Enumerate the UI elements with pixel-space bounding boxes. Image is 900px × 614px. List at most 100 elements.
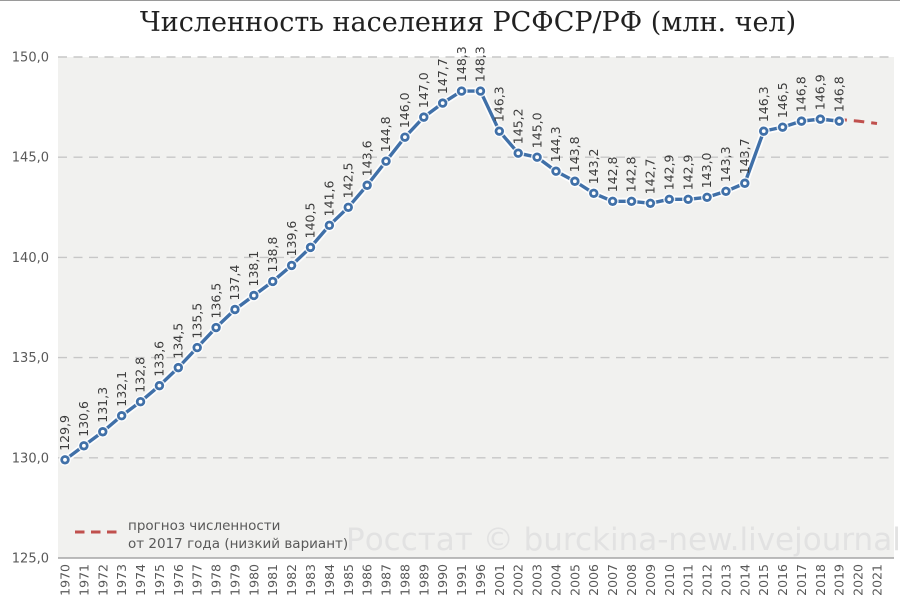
marker-center-2008 <box>629 199 634 204</box>
data-label-2003: 145,0 <box>529 112 544 148</box>
x-tick-2002: 2002 <box>511 564 526 596</box>
x-tick-1970: 1970 <box>58 564 73 596</box>
data-label-1971: 130,6 <box>76 401 91 437</box>
x-tick-1984: 1984 <box>322 564 337 596</box>
marker-center-1990 <box>440 101 445 105</box>
x-tick-1996: 1996 <box>473 564 488 596</box>
marker-center-2009 <box>648 201 653 206</box>
watermark: Росстат © burckina-new.livejournal.com <box>346 522 900 558</box>
data-label-1981: 138,8 <box>265 237 280 273</box>
y-tick-150,0: 150,0 <box>12 51 49 66</box>
data-label-2017: 146,8 <box>794 76 809 112</box>
marker-center-2004 <box>554 169 558 174</box>
x-tick-1975: 1975 <box>152 564 167 596</box>
data-label-1980: 138,1 <box>246 251 261 287</box>
x-tick-1971: 1971 <box>76 564 91 596</box>
marker-center-1974 <box>138 399 143 404</box>
marker-center-1980 <box>251 293 256 298</box>
x-tick-1974: 1974 <box>133 564 148 596</box>
data-label-1972: 131,3 <box>95 387 110 423</box>
marker-center-2014 <box>742 181 747 186</box>
x-tick-1990: 1990 <box>435 564 450 596</box>
x-tick-1987: 1987 <box>379 564 394 596</box>
marker-center-2013 <box>724 189 728 194</box>
x-tick-1977: 1977 <box>190 564 205 596</box>
data-label-2001: 146,3 <box>492 86 507 122</box>
data-label-2008: 142,8 <box>624 156 639 192</box>
data-label-1975: 133,6 <box>152 341 167 377</box>
marker-center-2011 <box>686 197 691 202</box>
x-tick-1972: 1972 <box>95 564 110 596</box>
plot-area <box>58 57 894 558</box>
y-tick-125,0: 125,0 <box>12 552 49 567</box>
marker-center-1977 <box>195 345 200 350</box>
marker-center-1989 <box>421 115 426 120</box>
x-tick-2011: 2011 <box>681 564 696 596</box>
legend-label-line2: от 2017 года (низкий вариант) <box>128 536 348 552</box>
x-tick-1976: 1976 <box>171 564 186 596</box>
marker-center-2015 <box>761 129 766 134</box>
data-label-1982: 139,6 <box>284 221 299 257</box>
y-tick-140,0: 140,0 <box>12 251 49 266</box>
x-tick-1979: 1979 <box>227 564 242 596</box>
x-tick-2013: 2013 <box>718 564 733 596</box>
x-tick-2017: 2017 <box>794 564 809 596</box>
x-tick-1989: 1989 <box>416 564 431 596</box>
marker-center-2007 <box>610 199 615 204</box>
y-tick-130,0: 130,0 <box>12 451 49 466</box>
data-label-1970: 129,9 <box>57 415 72 451</box>
marker-center-1984 <box>327 223 332 228</box>
data-label-2019: 146,8 <box>831 76 846 112</box>
marker-center-2016 <box>780 125 785 130</box>
marker-center-2010 <box>667 197 672 202</box>
marker-center-2003 <box>535 155 539 160</box>
x-tick-2014: 2014 <box>737 564 752 596</box>
data-label-2015: 146,3 <box>756 86 771 122</box>
data-label-2010: 142,9 <box>661 154 676 190</box>
marker-center-1996 <box>478 89 483 93</box>
x-tick-2009: 2009 <box>643 564 658 596</box>
x-tick-2016: 2016 <box>775 564 790 596</box>
x-tick-2019: 2019 <box>832 564 847 596</box>
data-label-1989: 147,0 <box>416 72 431 108</box>
data-label-1988: 146,0 <box>397 92 412 128</box>
marker-center-1983 <box>308 245 313 250</box>
marker-center-1981 <box>270 279 275 284</box>
marker-center-1972 <box>100 429 105 434</box>
marker-center-2018 <box>818 117 823 122</box>
x-tick-2021: 2021 <box>870 564 885 596</box>
data-label-1976: 134,5 <box>171 323 186 359</box>
x-tick-1991: 1991 <box>454 564 469 596</box>
data-label-1984: 141,6 <box>322 181 337 217</box>
data-label-1991: 148,3 <box>454 46 469 82</box>
data-label-2007: 142,8 <box>605 156 620 192</box>
marker-center-2001 <box>497 129 502 134</box>
data-label-1973: 132,1 <box>114 371 129 407</box>
marker-center-1988 <box>403 135 407 140</box>
data-label-2005: 143,8 <box>567 136 582 172</box>
marker-center-1973 <box>119 413 124 418</box>
data-label-2016: 146,5 <box>775 82 790 118</box>
x-tick-2020: 2020 <box>851 564 866 596</box>
marker-center-1971 <box>81 443 86 448</box>
marker-center-1976 <box>176 365 181 370</box>
data-label-2004: 144,3 <box>548 126 563 162</box>
data-label-1987: 144,8 <box>378 116 393 152</box>
data-label-1977: 135,5 <box>189 303 204 339</box>
x-tick-1985: 1985 <box>341 564 356 596</box>
data-label-2018: 146,9 <box>813 74 828 110</box>
y-tick-145,0: 145,0 <box>12 151 49 166</box>
data-label-2012: 143,0 <box>699 152 714 188</box>
data-label-2006: 143,2 <box>586 148 601 184</box>
marker-center-1978 <box>214 325 218 330</box>
marker-center-1979 <box>233 307 237 312</box>
x-tick-2018: 2018 <box>813 564 828 596</box>
marker-center-1970 <box>63 457 67 462</box>
marker-center-2017 <box>799 119 804 124</box>
x-tick-2008: 2008 <box>624 564 639 596</box>
x-tick-2015: 2015 <box>756 564 771 596</box>
y-tick-135,0: 135,0 <box>12 351 49 366</box>
marker-center-1987 <box>384 159 388 164</box>
data-label-1978: 136,5 <box>208 283 223 319</box>
